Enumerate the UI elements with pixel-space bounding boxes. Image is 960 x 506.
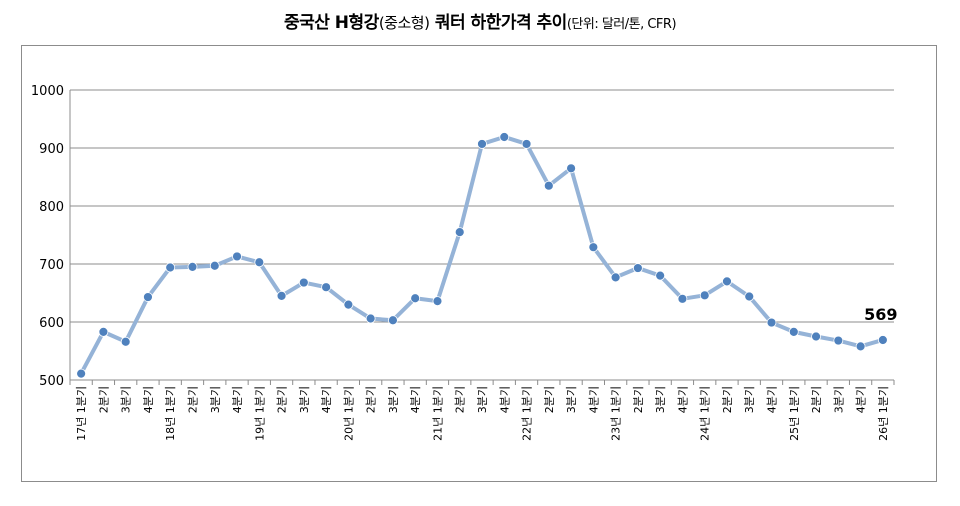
line-chart: 500 600 700 800 900 1000 17년 1분기 2분기 3분기 4분기 18년 1… xyxy=(31,84,898,441)
y-tick-label: 500 xyxy=(39,374,64,389)
chart-title: 중국산 H형강(중소형) 쿼터 하한가격 추이(단위: 달러/톤, CFR) xyxy=(0,8,960,33)
x-tick-label: 2분기 xyxy=(721,386,734,413)
data-point xyxy=(120,336,131,347)
data-point xyxy=(477,139,487,149)
x-tick-label: 4분기 xyxy=(855,386,868,413)
data-point xyxy=(365,313,376,324)
x-tick-label: 3분기 xyxy=(120,386,133,413)
y-tick-label: 600 xyxy=(39,316,64,331)
data-point xyxy=(677,293,688,304)
chart-title-rest: 쿼터 하한가격 추이 xyxy=(429,13,567,33)
data-point xyxy=(610,272,621,283)
x-tick-label: 23년 1분기 xyxy=(610,386,623,441)
chart-title-main: 중국산 H형강 xyxy=(283,13,379,33)
data-point xyxy=(521,139,532,149)
x-tick-label: 3분기 xyxy=(298,386,311,413)
x-tick-label: 4분기 xyxy=(587,386,600,413)
x-tick-label: 4분기 xyxy=(676,386,689,413)
x-tick-label: 4분기 xyxy=(766,386,779,413)
x-tick-label: 4분기 xyxy=(320,386,333,413)
data-point xyxy=(388,315,398,326)
x-tick-label: 4분기 xyxy=(231,386,244,413)
x-tick-label: 2분기 xyxy=(186,386,199,413)
x-tick-label: 24년 1분기 xyxy=(699,386,712,441)
data-point xyxy=(588,242,599,253)
x-tick-label: 20년 1분기 xyxy=(342,386,355,441)
data-point xyxy=(722,276,732,287)
data-point xyxy=(655,270,666,281)
x-tick-label: 25년 1분기 xyxy=(788,386,801,441)
x-tick-label: 3분기 xyxy=(654,386,667,413)
chart-frame: 500 600 700 800 900 1000 17년 1분기 2분기 3분기 4분기 18년 1… xyxy=(21,45,937,482)
data-point xyxy=(410,293,421,304)
x-tick-label: 2분기 xyxy=(810,386,823,413)
data-point xyxy=(632,263,643,273)
x-tick-label: 17년 1분기 xyxy=(75,386,88,441)
data-point xyxy=(855,341,866,352)
x-tick-label: 2분기 xyxy=(365,386,378,413)
x-tick-label: 4분기 xyxy=(498,386,511,413)
data-point xyxy=(454,227,465,238)
data-point xyxy=(209,260,220,271)
data-point xyxy=(98,326,109,337)
data-point xyxy=(165,262,176,273)
data-point xyxy=(699,290,710,301)
data-point xyxy=(566,163,576,174)
y-tick-label: 900 xyxy=(39,142,64,157)
x-tick-label: 2분기 xyxy=(632,386,645,413)
data-point xyxy=(343,299,354,310)
data-point xyxy=(499,132,510,142)
data-point xyxy=(232,251,242,262)
data-label: 569 xyxy=(864,305,897,324)
chart-title-paren: (중소형) xyxy=(378,14,430,32)
data-point xyxy=(187,261,198,272)
y-tick-label: 800 xyxy=(39,200,64,215)
x-tick-label: 3분기 xyxy=(209,386,222,413)
x-tick-label: 2분기 xyxy=(454,386,467,413)
data-point xyxy=(321,282,332,293)
y-tick-label: 1000 xyxy=(31,84,64,99)
data-point xyxy=(298,277,309,288)
x-tick-label: 21년 1분기 xyxy=(431,386,444,441)
series-line xyxy=(79,134,885,376)
x-tick-label: 19년 1분기 xyxy=(253,386,266,441)
data-point xyxy=(543,180,554,191)
x-tick-label: 26년 1분기 xyxy=(877,386,890,441)
data-point xyxy=(833,335,844,346)
x-tick-label: 2분기 xyxy=(543,386,556,413)
data-point xyxy=(744,291,755,302)
x-tick-label: 2분기 xyxy=(276,386,289,413)
x-tick-label: 18년 1분기 xyxy=(164,386,177,441)
x-tick-label: 3분기 xyxy=(565,386,578,413)
x-tick-label: 4분기 xyxy=(142,386,155,413)
data-point xyxy=(143,292,153,302)
x-tick-label: 4분기 xyxy=(409,386,422,413)
data-point xyxy=(788,326,799,337)
data-point xyxy=(766,317,777,328)
data-point xyxy=(877,335,888,345)
data-point xyxy=(432,296,443,307)
chart-title-unit: (단위: 달러/톤, CFR) xyxy=(566,17,677,32)
data-point xyxy=(811,331,821,342)
x-tick-label: 3분기 xyxy=(743,386,756,413)
x-tick-label: 3분기 xyxy=(832,386,845,413)
x-tick-label: 22년 1분기 xyxy=(521,386,534,441)
x-tick-label: 3분기 xyxy=(387,386,400,413)
data-point xyxy=(254,257,265,268)
data-point xyxy=(276,290,287,301)
x-tick-label: 2분기 xyxy=(97,386,110,413)
data-point xyxy=(76,368,87,379)
y-tick-label: 700 xyxy=(39,258,64,273)
x-tick-label: 3분기 xyxy=(476,386,489,413)
